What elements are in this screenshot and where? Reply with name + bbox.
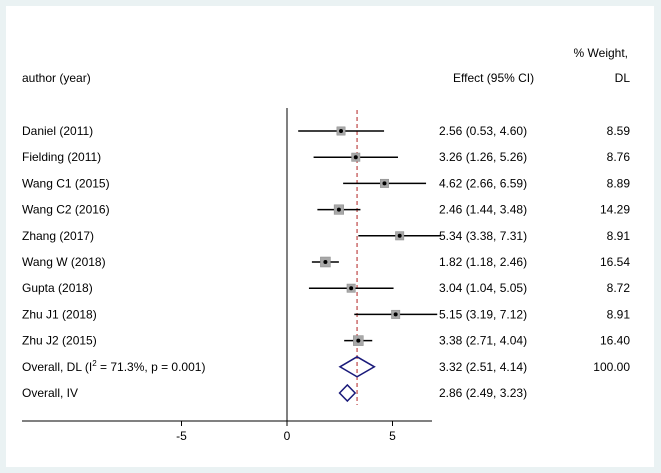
study-label: Fielding (2011) xyxy=(22,150,101,164)
weight-text: 8.91 xyxy=(607,229,631,243)
overall-label: Overall, IV xyxy=(22,386,78,400)
effect-ci-text: 2.46 (1.44, 3.48) xyxy=(439,203,527,217)
pooled-effect-diamond xyxy=(338,383,357,403)
overall-label-rest: = 71.3%, p = 0.001) xyxy=(97,360,206,374)
point-estimate-marker xyxy=(323,260,328,264)
column-headers: % Weight, DL author (year) Effect (95% C… xyxy=(22,46,630,85)
effect-ci-text: 3.38 (2.71, 4.04) xyxy=(439,334,527,348)
study-label: Daniel (2011) xyxy=(22,124,93,138)
x-axis-tick-label: -5 xyxy=(176,429,187,443)
study-row: Wang W (2018) 1.82 (1.18, 2.46) 16.54 xyxy=(22,255,630,269)
study-row: Fielding (2011) 3.26 (1.26, 5.26) 8.76 xyxy=(22,150,630,164)
effect-column-header: Effect (95% CI) xyxy=(453,71,534,85)
study-label: Wang C2 (2016) xyxy=(22,203,110,217)
overall-label-main: Overall, IV xyxy=(22,386,78,400)
weight-header-line2: DL xyxy=(615,71,631,85)
study-label: Wang W (2018) xyxy=(22,255,106,269)
point-estimate-marker xyxy=(336,207,341,212)
study-row: Zhu J1 (2018) 5.15 (3.19, 7.12) 8.91 xyxy=(22,307,630,321)
x-axis: -5 0 5 xyxy=(22,420,432,443)
effect-ci-text: 4.62 (2.66, 6.59) xyxy=(439,176,527,190)
point-estimate-marker xyxy=(356,338,361,343)
effect-ci-text: 1.82 (1.18, 2.46) xyxy=(439,255,527,269)
point-estimate-marker xyxy=(339,129,344,133)
x-axis-tick-label: 0 xyxy=(284,429,291,443)
effect-ci-text: 2.56 (0.53, 4.60) xyxy=(439,124,527,138)
study-label: Zhang (2017) xyxy=(22,229,94,243)
study-row: Zhu J2 (2015) 3.38 (2.71, 4.04) 16.40 xyxy=(22,334,630,348)
overall-label: Overall, DL (I2 = 71.3%, p = 0.001) xyxy=(22,359,205,374)
plot-background xyxy=(6,6,654,467)
weight-text: 8.89 xyxy=(607,176,631,190)
study-row: Daniel (2011) 2.56 (0.53, 4.60) 8.59 xyxy=(22,124,630,138)
study-rows: Daniel (2011) 2.56 (0.53, 4.60) 8.59 Fieldi… xyxy=(22,108,630,421)
effect-ci-text: 3.04 (1.04, 5.05) xyxy=(439,281,527,295)
effect-ci-text: 5.15 (3.19, 7.12) xyxy=(439,307,527,321)
point-estimate-marker xyxy=(353,155,358,160)
overall-ci-text: 3.32 (2.51, 4.14) xyxy=(439,360,527,374)
study-row: Gupta (2018) 3.04 (1.04, 5.05) 8.72 xyxy=(22,281,630,295)
study-label: Wang C1 (2015) xyxy=(22,176,110,190)
overall-label-superscript: 2 xyxy=(92,359,97,368)
study-label: Zhu J2 (2015) xyxy=(22,334,97,348)
weight-text: 16.40 xyxy=(600,334,630,348)
weight-text: 8.76 xyxy=(607,150,631,164)
study-row: Wang C1 (2015) 4.62 (2.66, 6.59) 8.89 xyxy=(22,176,630,190)
pooled-effect-diamond xyxy=(338,355,376,378)
weight-text: 8.91 xyxy=(607,307,631,321)
study-label: Zhu J1 (2018) xyxy=(22,307,97,321)
overall-row: Overall, IV 2.86 (2.49, 3.23) xyxy=(22,383,527,403)
weight-text: 16.54 xyxy=(600,255,630,269)
point-estimate-marker xyxy=(397,233,402,238)
effect-ci-text: 5.34 (3.38, 7.31) xyxy=(439,229,527,243)
point-estimate-marker xyxy=(349,286,354,291)
point-estimate-marker xyxy=(393,312,398,317)
x-axis-tick-label: 5 xyxy=(389,429,396,443)
overall-row: Overall, DL (I2 = 71.3%, p = 0.001) 3.32 … xyxy=(22,355,630,378)
weight-header-line1: % Weight, xyxy=(574,46,628,60)
study-row: Wang C2 (2016) 2.46 (1.44, 3.48) 14.29 xyxy=(22,203,630,217)
weight-text: 8.72 xyxy=(607,281,631,295)
study-label: Gupta (2018) xyxy=(22,281,93,295)
overall-label-main: Overall, DL (I xyxy=(22,360,92,374)
overall-weight-text: 100.00 xyxy=(593,360,630,374)
effect-ci-text: 3.26 (1.26, 5.26) xyxy=(439,150,527,164)
study-column-header: author (year) xyxy=(22,71,91,85)
overall-ci-text: 2.86 (2.49, 3.23) xyxy=(439,386,527,400)
weight-text: 8.59 xyxy=(607,124,631,138)
weight-text: 14.29 xyxy=(600,203,630,217)
point-estimate-marker xyxy=(382,181,387,186)
study-row: Zhang (2017) 5.34 (3.38, 7.31) 8.91 xyxy=(22,229,630,243)
